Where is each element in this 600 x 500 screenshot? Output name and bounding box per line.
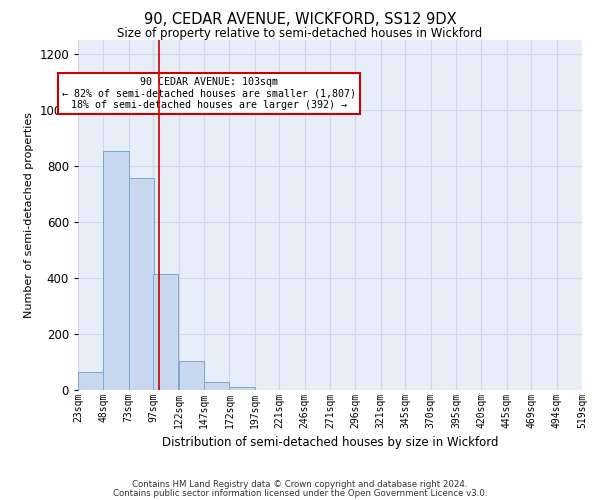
Bar: [229, 386, 254, 390]
Bar: [153, 274, 178, 390]
Bar: [179, 360, 203, 390]
Bar: [78, 372, 103, 390]
Text: 90 CEDAR AVENUE: 103sqm
← 82% of semi-detached houses are smaller (1,807)
18% of: 90 CEDAR AVENUE: 103sqm ← 82% of semi-de…: [62, 76, 356, 110]
Bar: [103, 150, 128, 390]
Text: 90, CEDAR AVENUE, WICKFORD, SS12 9DX: 90, CEDAR AVENUE, WICKFORD, SS12 9DX: [143, 12, 457, 28]
Bar: [204, 382, 229, 390]
Text: Size of property relative to semi-detached houses in Wickford: Size of property relative to semi-detach…: [118, 28, 482, 40]
Bar: [129, 178, 154, 390]
Text: Contains HM Land Registry data © Crown copyright and database right 2024.: Contains HM Land Registry data © Crown c…: [132, 480, 468, 489]
X-axis label: Distribution of semi-detached houses by size in Wickford: Distribution of semi-detached houses by …: [162, 436, 498, 450]
Text: Contains public sector information licensed under the Open Government Licence v3: Contains public sector information licen…: [113, 489, 487, 498]
Y-axis label: Number of semi-detached properties: Number of semi-detached properties: [23, 112, 34, 318]
